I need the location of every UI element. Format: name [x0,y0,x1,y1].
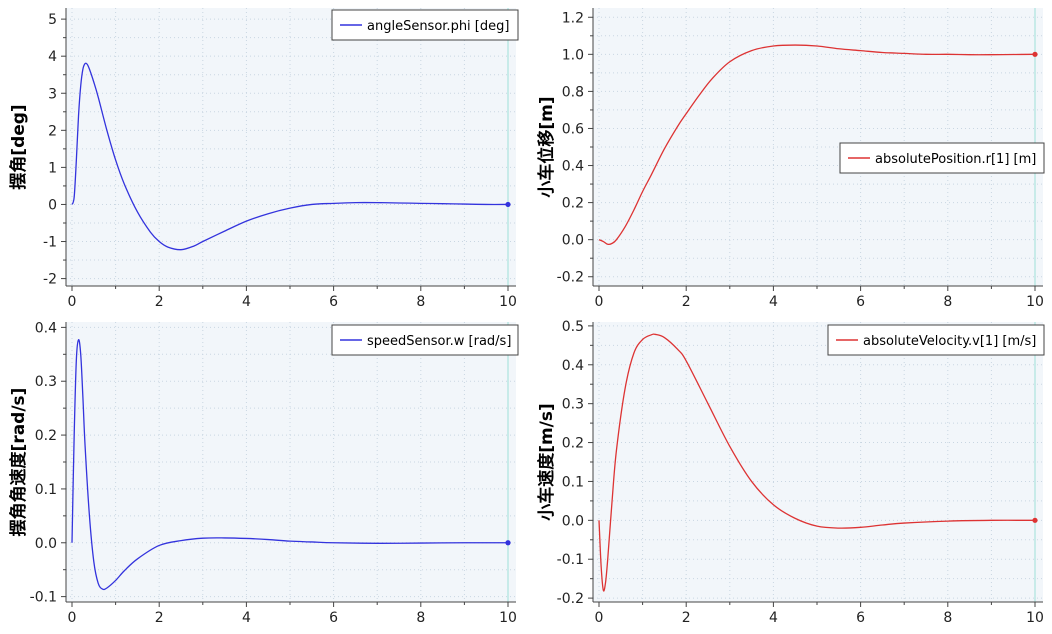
x-tick-label: 2 [155,610,164,626]
y-tick-label: 0.5 [562,319,584,335]
x-tick-label: 0 [595,294,604,310]
y-tick-label: 1.0 [562,47,584,63]
x-tick-label: 0 [68,610,77,626]
y-tick-label: -0.1 [30,590,57,606]
series-line [598,44,1036,246]
chart-panel-4: 0 2 4 6 8 10 -0.2 -0.1 0.0 0.1 0.2 0.3 0.4 0.5 小车速度[m/… [536,319,1045,626]
y-tick-label: 0.3 [35,374,57,390]
y-tick-label: -0.1 [557,552,584,568]
y-tick-label: -2 [43,272,57,288]
x-tick-label: 8 [943,610,952,626]
series-end-marker[interactable] [505,540,511,546]
y-tick-label: 0.3 [562,397,584,413]
x-tick-label: 10 [1026,610,1044,626]
y-tick-label: 5 [48,12,57,28]
y-tick-label: 0.4 [562,159,584,175]
y-tick-label: 1 [48,160,57,176]
legend-box [839,142,1045,174]
chart-panel-2: 0 2 4 6 8 10 -0.2 0.0 0.2 0.4 0.6 0.8 1.0 1.2 小车位移[m] a… [536,8,1045,310]
y-tick-label: -1 [43,235,57,251]
y-tick-label: 0.4 [35,320,57,336]
y-tick-label: -0.2 [557,270,584,286]
y-tick-label: 4 [48,49,57,65]
x-tick-label: 4 [242,294,251,310]
series-line [71,62,509,251]
legend-box [331,9,519,41]
legend-label: speedSensor.w [rad/s] [367,334,511,349]
x-tick-label: 0 [68,294,77,310]
x-tick-label: 8 [416,294,425,310]
x-tick-label: 2 [155,294,164,310]
x-tick-label: 8 [943,294,952,310]
y-tick-label: 0.1 [35,482,57,498]
y-tick-label: 0.8 [562,84,584,100]
legend-label: angleSensor.phi [deg] [367,19,509,34]
y-tick-label: 0.6 [562,121,584,137]
series-end-marker[interactable] [1032,517,1038,523]
y-axis-label: 摆角[deg] [8,104,29,189]
legend-box [827,324,1045,356]
x-tick-label: 10 [499,294,517,310]
y-axis-label: 摆角角速度[rad/s] [8,388,29,537]
x-tick-label: 0 [595,610,604,626]
chart-panel-1: 0 2 4 6 8 10 -2 -1 0 1 2 3 4 5 摆角[deg] angleSensor.phi … [8,8,519,310]
y-tick-label: 0 [48,197,57,213]
plot-area [66,8,516,286]
legend[interactable]: speedSensor.w [rad/s] [331,324,519,356]
x-tick-label: 6 [329,610,338,626]
y-tick-label: 0.0 [562,233,584,249]
x-tick-label: 4 [769,610,778,626]
legend[interactable]: absoluteVelocity.v[1] [m/s] [827,324,1045,356]
y-tick-label: 0.1 [562,474,584,490]
y-tick-label: 0.4 [562,358,584,374]
legend-label: absoluteVelocity.v[1] [m/s] [863,334,1036,349]
x-tick-label: 8 [416,610,425,626]
x-tick-label: 4 [769,294,778,310]
series-line [598,333,1036,592]
y-tick-label: -0.2 [557,591,584,607]
x-tick-label: 4 [242,610,251,626]
series-line [71,339,509,591]
grid [66,322,516,602]
legend[interactable]: angleSensor.phi [deg] [331,9,519,41]
grid [66,8,516,286]
legend-box [331,324,519,356]
x-tick-label: 2 [682,294,691,310]
y-tick-label: 1.2 [562,10,584,26]
y-tick-label: 0.2 [562,196,584,212]
x-tick-label: 6 [856,610,865,626]
chart-panel-3: 0 2 4 6 8 10 -0.1 0.0 0.1 0.2 0.3 0.4 摆角角速度[rad/s] sp… [8,320,519,626]
series-end-marker[interactable] [505,201,511,208]
grid [593,8,1043,286]
x-tick-label: 6 [329,294,338,310]
grid [593,322,1043,602]
x-tick-label: 10 [499,610,517,626]
y-tick-label: 0.2 [35,428,57,444]
y-axis-label: 小车位移[m] [536,96,557,197]
y-tick-label: 0.0 [35,536,57,552]
series-end-marker[interactable] [1032,51,1038,57]
legend-label: absolutePosition.r[1] [m] [875,152,1036,167]
y-axis-label: 小车速度[m/s] [536,403,557,521]
y-tick-label: 0.0 [562,513,584,529]
y-tick-label: 3 [48,86,57,102]
y-tick-label: 2 [48,123,57,139]
y-tick-label: 0.2 [562,436,584,452]
legend[interactable]: absolutePosition.r[1] [m] [839,142,1045,174]
x-tick-label: 6 [856,294,865,310]
x-tick-label: 2 [682,610,691,626]
x-tick-label: 10 [1026,294,1044,310]
